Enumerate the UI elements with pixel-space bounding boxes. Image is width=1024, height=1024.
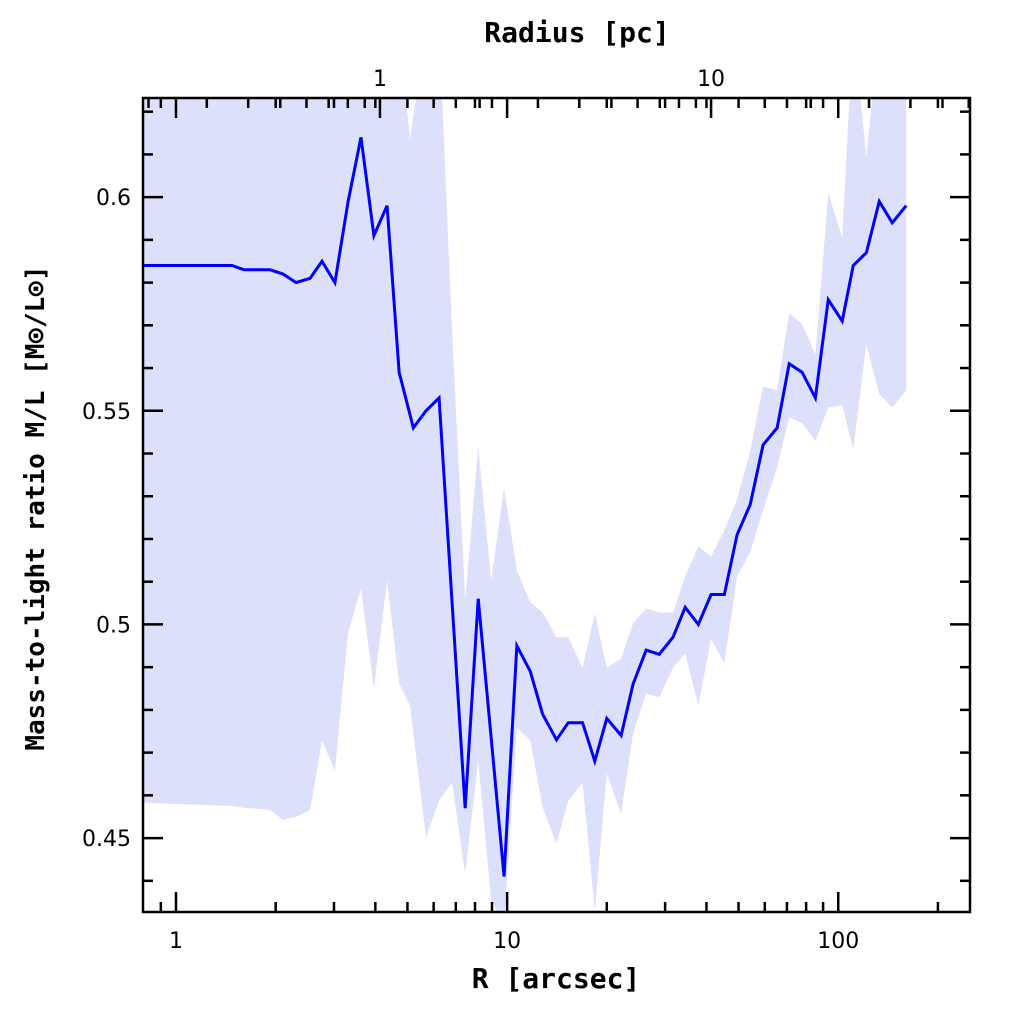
uncertainty-band xyxy=(143,98,907,912)
plot-area xyxy=(143,98,908,912)
x-axis-label: R [arcsec] xyxy=(472,962,641,995)
top-tick-label: 10 xyxy=(697,67,725,92)
y-tick-label: 0.45 xyxy=(82,827,131,852)
x-tick-label: 10 xyxy=(493,929,521,954)
y-tick-label: 0.55 xyxy=(82,400,131,425)
x-tick-label: 100 xyxy=(817,929,859,954)
y-tick-label: 0.5 xyxy=(96,613,131,638)
y-axis-label: Mass-to-light ratio M/L [M⊙/L⊙] xyxy=(21,265,51,750)
plot-frame xyxy=(141,96,972,914)
top-axis-label: Radius [pc] xyxy=(484,16,669,49)
x-tick-label: 1 xyxy=(169,929,183,954)
axis-ticks: 1 10 100 1 10 0.45 0.5 0.55 0.6 xyxy=(82,67,970,954)
y-tick-label: 0.6 xyxy=(96,186,131,211)
top-tick-label: 1 xyxy=(373,67,387,92)
